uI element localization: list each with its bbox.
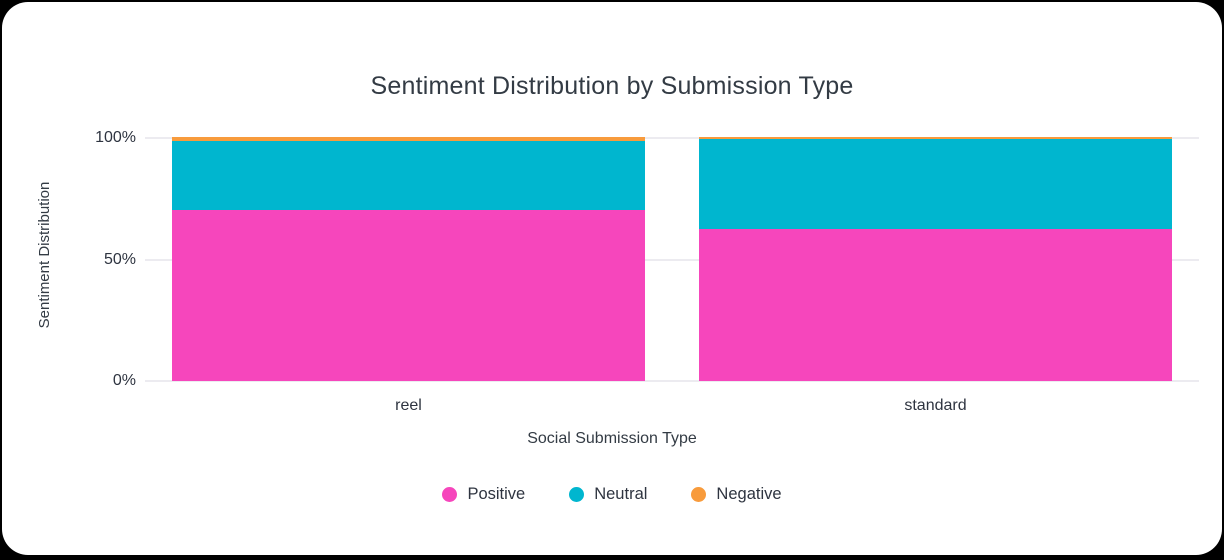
bar-reel[interactable] [172,137,645,381]
gridline-50% [145,258,1199,261]
legend-label: Positive [467,485,526,503]
legend-label: Negative [716,485,782,503]
legend-item-neutral[interactable]: Neutral [569,485,647,504]
y-tick-label: 100% [95,129,136,146]
legend-item-positive[interactable]: Positive [442,485,525,504]
legend-dot-icon [442,487,458,502]
legend-dot-icon [691,487,707,502]
y-axis-title: Sentiment Distribution [36,181,53,329]
y-tick-label: 0% [112,372,136,389]
legend-item-negative[interactable]: Negative [691,485,782,504]
x-tick-label-reel: reel [395,397,422,414]
bar-segment-reel-neutral[interactable] [172,140,645,210]
x-axis-title: Social Submission Type [527,430,697,447]
y-tick-label: 50% [103,250,136,268]
bar-segment-standard-negative[interactable] [699,137,1172,140]
gridline-100% [145,137,1199,139]
legend: Positive Neutral Negative [0,485,1224,504]
bar-segment-reel-negative[interactable] [172,137,645,141]
legend-dot-icon [569,487,585,502]
bar-segment-reel-positive[interactable] [172,209,645,381]
legend-label: Neutral [594,485,648,503]
gridline-0% [145,380,1199,382]
x-tick-label-standard: standard [904,397,967,414]
bar-segment-standard-positive[interactable] [699,228,1172,381]
bar-segment-standard-neutral[interactable] [699,139,1172,229]
chart-title: Sentiment Distribution by Submission Typ… [370,72,854,100]
bar-standard[interactable] [699,137,1172,381]
